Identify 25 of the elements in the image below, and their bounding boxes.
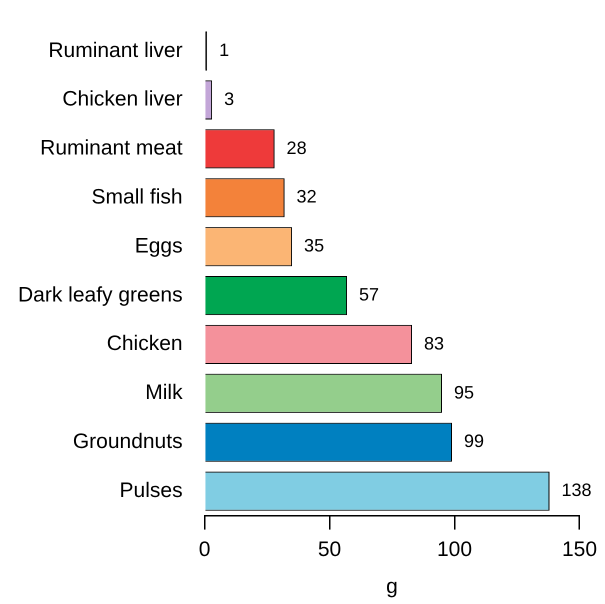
- data-label: 138: [561, 480, 592, 500]
- data-label: 3: [224, 88, 234, 109]
- y-tick-label: Ruminant liver: [48, 38, 183, 62]
- y-tick-label: Chicken: [106, 332, 183, 356]
- data-label: 28: [286, 138, 307, 158]
- x-tick-label: 100: [436, 538, 472, 561]
- data-label: 95: [454, 382, 474, 402]
- y-tick-label: Small fish: [92, 186, 183, 209]
- data-label: 32: [296, 186, 317, 207]
- data-label: 1: [219, 40, 230, 60]
- y-tick-label: Chicken liver: [62, 88, 183, 111]
- y-tick-label: Ruminant meat: [40, 136, 183, 160]
- data-label: 99: [464, 431, 484, 452]
- x-tick-label: 50: [318, 538, 342, 561]
- x-tick-label: 150: [562, 538, 598, 561]
- data-label: 83: [424, 333, 444, 354]
- y-tick-label: Dark leafy greens: [18, 283, 183, 306]
- x-tick-label: 0: [198, 538, 210, 561]
- y-tick-label: Groundnuts: [72, 430, 183, 454]
- y-tick-label: Eggs: [134, 234, 183, 258]
- y-tick-label: Pulses: [120, 478, 183, 502]
- y-tick-label: Milk: [145, 381, 184, 404]
- x-axis-title: g: [386, 575, 398, 598]
- data-label: 57: [359, 284, 380, 305]
- data-label: 35: [304, 236, 324, 256]
